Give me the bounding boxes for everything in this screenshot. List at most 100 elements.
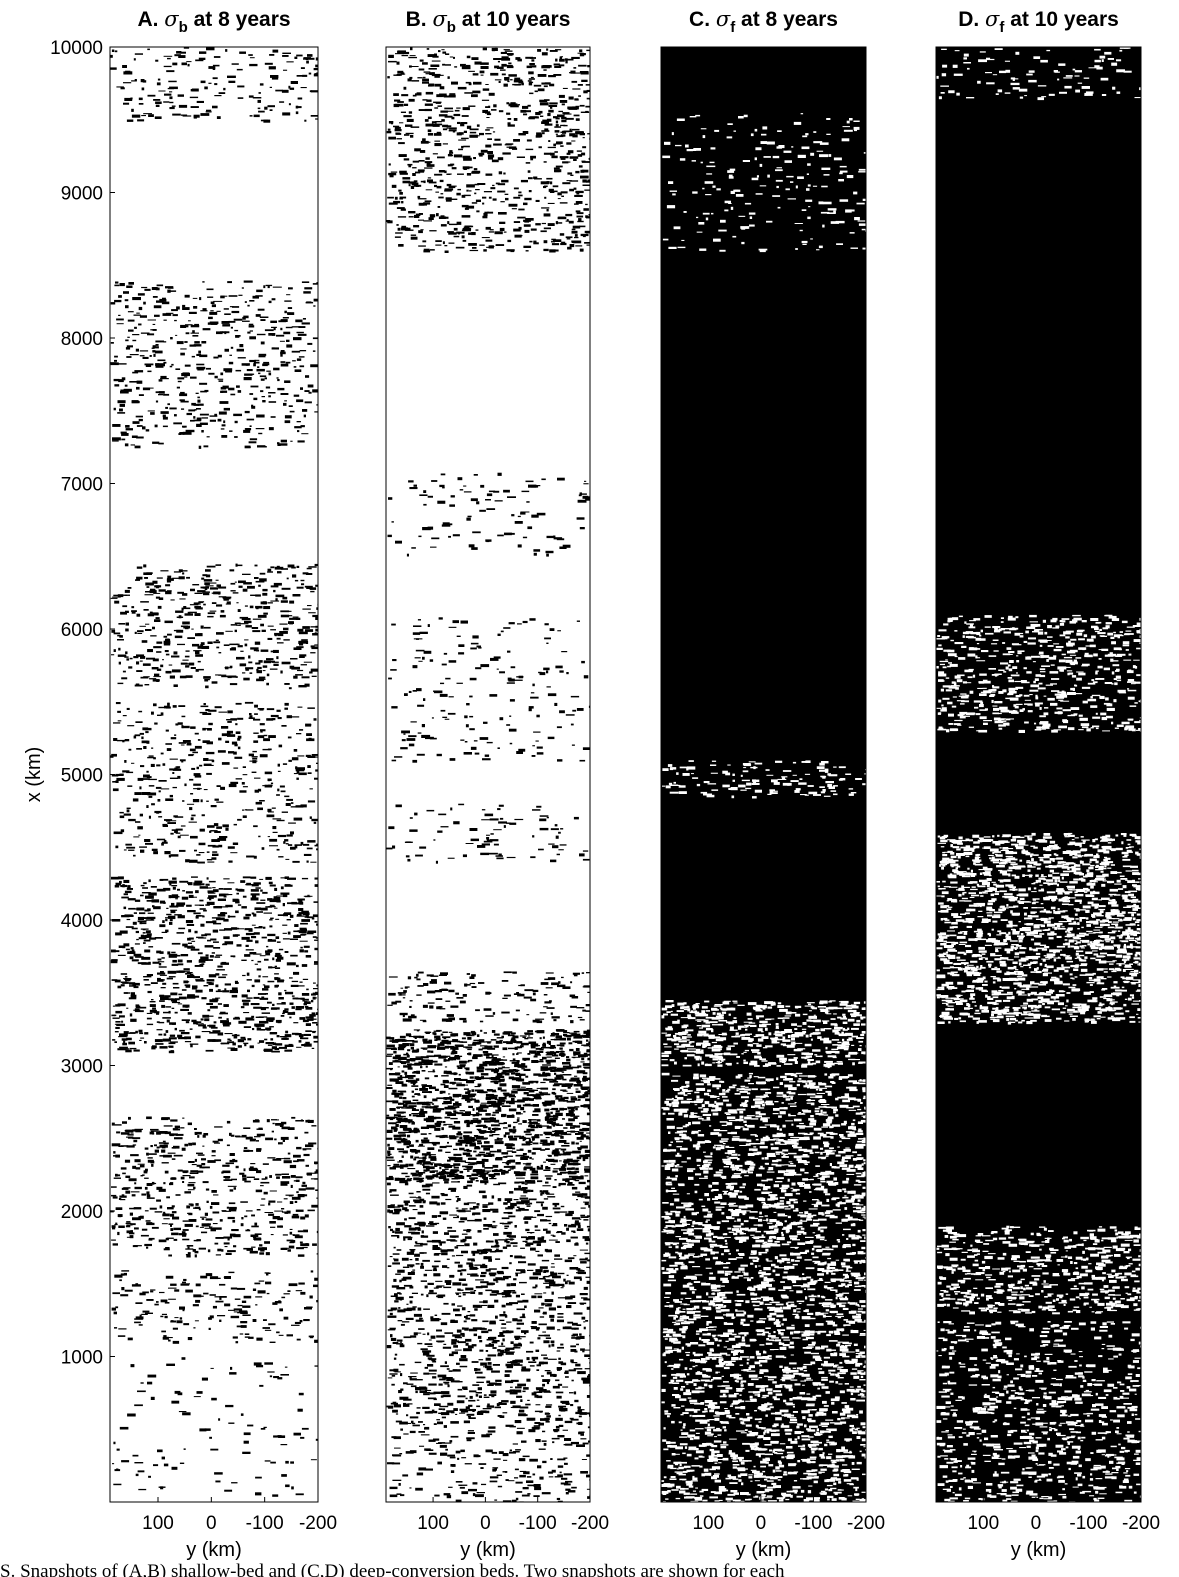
speckle: [225, 904, 233, 908]
speckle: [283, 841, 286, 844]
speckle: [488, 157, 493, 160]
speckle: [185, 984, 191, 988]
speckle: [395, 53, 404, 55]
speckle: [311, 818, 318, 822]
speckle: [141, 962, 149, 965]
speckle: [122, 715, 127, 717]
speckle: [136, 312, 140, 314]
speckle: [276, 1035, 280, 1038]
speckle: [449, 198, 458, 200]
speckle: [160, 712, 164, 716]
speckle: [316, 1197, 318, 1199]
speckle: [216, 785, 221, 787]
speckle: [191, 814, 196, 817]
speckle: [455, 992, 459, 995]
speckle: [173, 1145, 180, 1149]
speckle: [560, 145, 564, 147]
speckle: [217, 898, 226, 901]
speckle: [263, 1049, 269, 1051]
speckle: [445, 64, 451, 66]
speckle: [145, 842, 153, 845]
speckle: [431, 72, 435, 75]
speckle: [263, 738, 270, 742]
speckle: [121, 377, 126, 381]
speckle: [539, 827, 549, 831]
speckle: [229, 430, 233, 432]
speckle: [298, 1282, 305, 1285]
speckle: [284, 839, 289, 842]
speckle: [446, 127, 452, 129]
speckle: [284, 420, 291, 424]
speckle: [161, 1456, 165, 1460]
speckle: [269, 1341, 276, 1343]
speckle: [130, 994, 137, 998]
speckle: [487, 138, 492, 140]
speckle: [168, 1223, 174, 1225]
speckle: [196, 1170, 204, 1173]
speckle: [194, 965, 204, 967]
speckle: [503, 825, 506, 828]
speckle: [229, 989, 238, 994]
speckle: [560, 242, 567, 246]
speckle: [232, 842, 239, 845]
speckle: [149, 1001, 156, 1003]
speckle: [260, 889, 263, 892]
speckle: [154, 1303, 159, 1306]
speckle: [223, 895, 227, 898]
speckle: [163, 361, 167, 364]
speckle: [259, 754, 268, 758]
speckle: [538, 671, 542, 674]
speckle: [165, 670, 172, 674]
speckle: [482, 1051, 489, 1054]
speckle: [285, 1194, 294, 1196]
speckle: [316, 1300, 318, 1303]
speckle: [244, 954, 251, 957]
speckle: [129, 1047, 137, 1050]
speckle: [427, 1002, 435, 1004]
speckle: [498, 80, 501, 83]
speckle: [542, 119, 550, 122]
speckle: [229, 569, 235, 572]
speckle: [562, 544, 571, 548]
speckle: [195, 59, 204, 62]
speckle: [557, 1173, 562, 1176]
speckle: [434, 107, 439, 109]
speckle: [116, 777, 125, 781]
speckle: [519, 1113, 523, 1115]
speckle: [526, 139, 532, 142]
speckle: [400, 208, 406, 211]
speckle: [120, 973, 128, 975]
speckle: [407, 163, 413, 166]
speckle: [250, 893, 260, 896]
speckle: [308, 1172, 316, 1174]
speckle: [548, 188, 554, 192]
speckle: [486, 246, 490, 248]
speckle: [195, 1283, 201, 1287]
speckle: [247, 331, 251, 334]
speckle: [276, 656, 279, 660]
speckle: [413, 180, 418, 183]
speckle: [197, 403, 204, 406]
speckle: [303, 58, 308, 60]
speckle: [209, 988, 213, 992]
speckle: [267, 933, 276, 937]
speckle: [272, 1302, 278, 1305]
speckle: [413, 484, 417, 487]
speckle: [141, 956, 151, 960]
panel-title-a: A. σb at 8 years: [137, 7, 290, 36]
speckle: [165, 584, 171, 587]
speckle: [200, 644, 204, 647]
speckle: [208, 372, 215, 375]
speckle: [162, 1336, 169, 1340]
speckle: [586, 180, 590, 183]
speckle: [283, 402, 287, 406]
speckle: [243, 1440, 249, 1444]
speckle: [270, 650, 277, 653]
speckle: [402, 1018, 412, 1022]
speckle: [400, 747, 408, 750]
speckle: [257, 708, 265, 710]
speckle: [469, 128, 479, 131]
speckle: [409, 1114, 412, 1117]
speckle: [570, 174, 574, 176]
speckle: [250, 1003, 260, 1006]
